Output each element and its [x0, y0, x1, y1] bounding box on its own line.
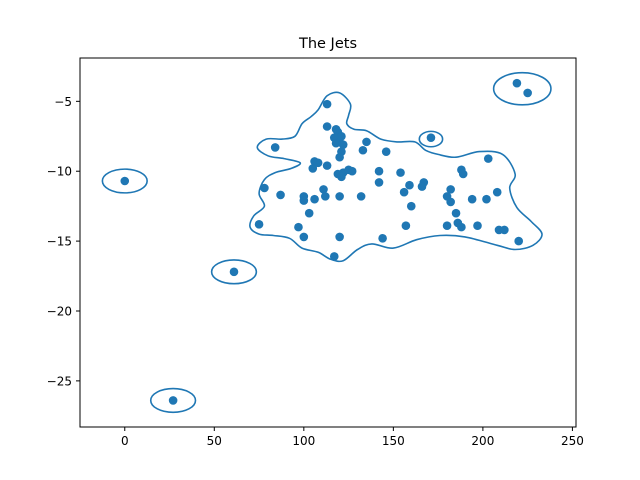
scatter-point-72: [329, 252, 339, 261]
y-tick-label-15: −15: [47, 235, 72, 249]
scatter-point-34: [458, 169, 468, 179]
y-tick-label-25: −25: [47, 374, 72, 388]
y-tick-label-10: −10: [47, 165, 72, 179]
y-tick-label-5: −5: [54, 95, 72, 109]
plot-area: [101, 71, 552, 414]
scatter-point-28: [347, 166, 357, 176]
x-tick-label-150: 150: [382, 434, 405, 448]
x-tick-label-50: 50: [207, 434, 222, 448]
scatter-point-37: [319, 185, 328, 194]
scatter-point-42: [399, 187, 409, 197]
scatter-point-20: [358, 145, 368, 155]
scatter-point-7: [322, 122, 332, 131]
x-tick-label-200: 200: [471, 434, 494, 448]
kde-contours: [101, 71, 552, 414]
scatter-point-49: [356, 192, 366, 201]
scatter-point-43: [276, 190, 285, 200]
density-contour-1: [101, 168, 148, 194]
scatter-point-60: [294, 222, 303, 232]
density-contour-2: [210, 259, 258, 285]
scatter-point-3: [168, 396, 178, 405]
scatter-point-30: [337, 172, 346, 182]
scatter-point-38: [374, 178, 384, 187]
scatter-point-5: [523, 88, 532, 98]
density-contour-4: [492, 71, 552, 106]
scatter-point-70: [378, 234, 387, 243]
scatter-point-55: [492, 187, 502, 197]
scatter-point-48: [335, 192, 344, 201]
scatter-point-45: [299, 196, 309, 205]
scatter-point-58: [451, 208, 461, 218]
scatter-point-14: [331, 138, 341, 148]
scatter-points: [120, 78, 532, 405]
scatter-point-25: [308, 164, 318, 173]
scatter-point-67: [500, 225, 509, 235]
scatter-point-47: [321, 192, 330, 201]
scatter-point-2: [229, 267, 239, 277]
density-contour-5: [418, 130, 444, 148]
density-contour-main: [249, 91, 543, 263]
scatter-point-16: [426, 133, 436, 142]
scatter-point-35: [483, 154, 493, 163]
scatter-point-69: [335, 232, 344, 242]
scatter-point-65: [473, 221, 482, 231]
x-tick-label-250: 250: [561, 434, 584, 448]
scatter-point-4: [512, 78, 522, 88]
scatter-point-23: [313, 158, 323, 168]
scatter-point-1: [120, 176, 130, 186]
scatter-point-53: [467, 194, 477, 204]
scatter-point-32: [396, 168, 405, 177]
scatter-point-6: [322, 99, 332, 109]
scatter-point-41: [417, 182, 427, 191]
chart-title: The Jets: [298, 36, 357, 52]
scatter-point-17: [270, 143, 280, 152]
scatter-point-13: [338, 140, 348, 149]
y-tick-label-20: −20: [47, 304, 72, 318]
y-axis: −5 −10 −15 −20 −25: [47, 95, 80, 388]
scatter-point-31: [374, 166, 384, 176]
scatter-point-57: [304, 208, 314, 218]
scatter-point-61: [401, 221, 411, 231]
density-contour-3: [149, 387, 197, 414]
scatter-point-64: [457, 222, 466, 232]
x-axis: 0 50 100 150 200 250: [121, 427, 584, 448]
x-tick-label-100: 100: [292, 434, 315, 448]
scatter-point-36: [260, 183, 269, 193]
scatter-point-54: [482, 194, 491, 204]
scatter-point-68: [299, 232, 309, 242]
scatter-point-52: [446, 197, 455, 207]
scatter-point-15: [362, 137, 371, 147]
scatter-point-56: [406, 201, 416, 211]
scatter-point-59: [254, 220, 264, 229]
scatter-point-50: [446, 185, 455, 194]
scatter-point-39: [405, 180, 414, 190]
scatter-point-46: [310, 194, 319, 204]
scatter-point-62: [442, 221, 452, 231]
scatter-point-19: [335, 152, 344, 162]
scatter-point-21: [381, 147, 391, 156]
scatter-point-71: [514, 236, 524, 246]
x-tick-label-0: 0: [121, 434, 129, 448]
axes-frame: [79, 57, 577, 428]
scatter-point-24: [322, 161, 332, 170]
